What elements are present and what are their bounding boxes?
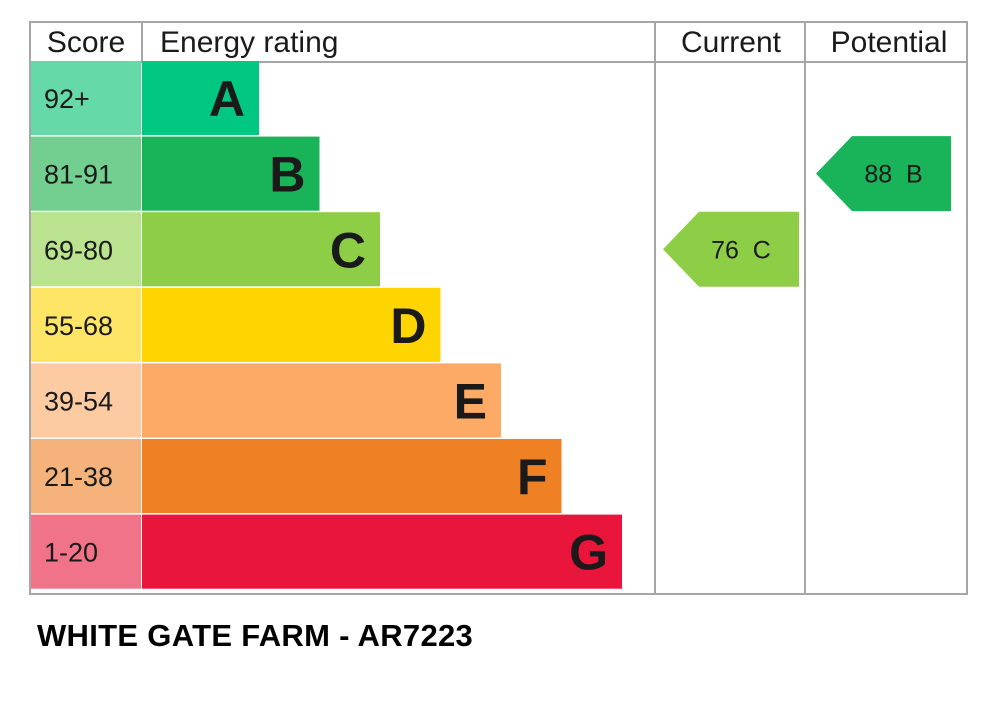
- rating-bar-g: [142, 514, 622, 589]
- property-title: WHITE GATE FARM - AR7223: [37, 618, 474, 653]
- rating-arrows: 76 C 88 B: [663, 136, 951, 287]
- score-range-c: 69-80: [44, 235, 113, 265]
- potential-arrow: [816, 136, 951, 212]
- score-range-e: 39-54: [44, 386, 113, 416]
- rating-letter-d: D: [390, 298, 426, 354]
- rating-letter-g: G: [569, 525, 608, 581]
- header-potential: Potential: [831, 26, 948, 59]
- rating-letter-f: F: [517, 449, 548, 505]
- rating-letter-b: B: [269, 147, 305, 203]
- rating-letter-a: A: [209, 71, 245, 127]
- rating-letter-e: E: [454, 373, 487, 429]
- score-cell-d: [31, 287, 141, 362]
- header-energy-rating: Energy rating: [160, 26, 338, 59]
- rating-bar-b: [142, 136, 320, 211]
- rating-letter-c: C: [330, 222, 366, 278]
- score-range-b: 81-91: [44, 160, 113, 190]
- current-arrow: [663, 211, 799, 287]
- score-cell-e: [31, 363, 141, 438]
- score-cell-g: [31, 514, 141, 589]
- rating-bar-a: [142, 61, 259, 136]
- score-cell-b: [31, 136, 141, 211]
- current-rating-label: 76 C: [711, 236, 771, 264]
- header-score: Score: [47, 26, 125, 59]
- score-range-f: 21-38: [44, 462, 113, 492]
- score-range-a: 92+: [44, 84, 90, 114]
- chart-border: [29, 21, 968, 595]
- rating-bar-c: [142, 212, 380, 287]
- chart-headers: Score Energy rating Current Potential: [47, 26, 948, 59]
- header-current: Current: [681, 26, 782, 59]
- rating-bar-d: [142, 287, 441, 362]
- epc-chart: Score Energy rating Current Potential 92…: [29, 21, 968, 595]
- score-range-d: 55-68: [44, 311, 113, 341]
- rating-bar-f: [142, 439, 562, 514]
- score-range-g: 1-20: [44, 538, 98, 568]
- score-cell-a: [31, 61, 141, 136]
- potential-rating-label: 88 B: [864, 161, 922, 189]
- chart-grid: [29, 21, 968, 595]
- rating-bands: 92+ A 81-91 B 69-80 C 55-68 D 39-54 E 21-38 F 1-20 G: [31, 61, 622, 589]
- rating-bar-e: [142, 363, 501, 438]
- score-cell-c: [31, 212, 141, 287]
- score-cell-f: [31, 439, 141, 514]
